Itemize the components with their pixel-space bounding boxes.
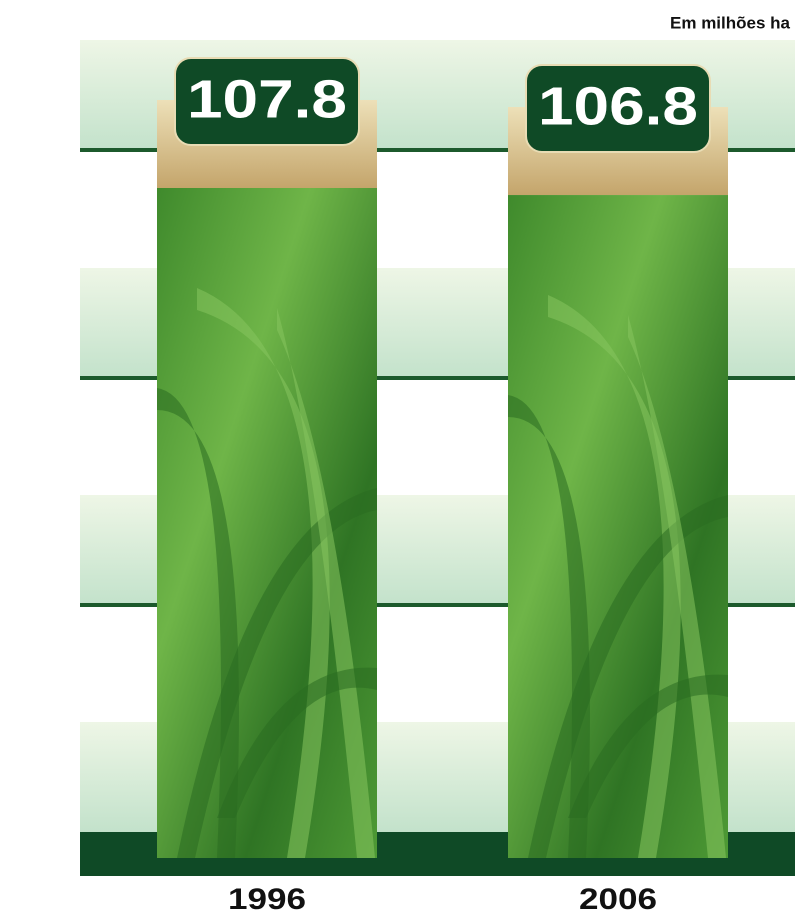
- value-label: 106.8: [538, 76, 698, 136]
- leaf: [217, 667, 377, 818]
- leaf: [508, 395, 590, 858]
- value-label-box: [525, 64, 711, 154]
- subtitle: Em milhões ha: [670, 13, 791, 32]
- leaf: [277, 308, 375, 858]
- leaf: [628, 315, 726, 858]
- x-tick-label: 1996: [228, 883, 306, 916]
- leaf: [177, 488, 377, 858]
- bar: [157, 100, 377, 858]
- x-tick-label: 2006: [579, 883, 657, 916]
- bar: [508, 107, 728, 858]
- leaf: [568, 674, 728, 818]
- leaf: [528, 495, 728, 858]
- bar-photo: [157, 100, 377, 858]
- value-label-box: [174, 57, 360, 146]
- value-label: 107.8: [187, 69, 347, 129]
- leaf: [157, 388, 239, 858]
- bar-photo: [508, 107, 728, 858]
